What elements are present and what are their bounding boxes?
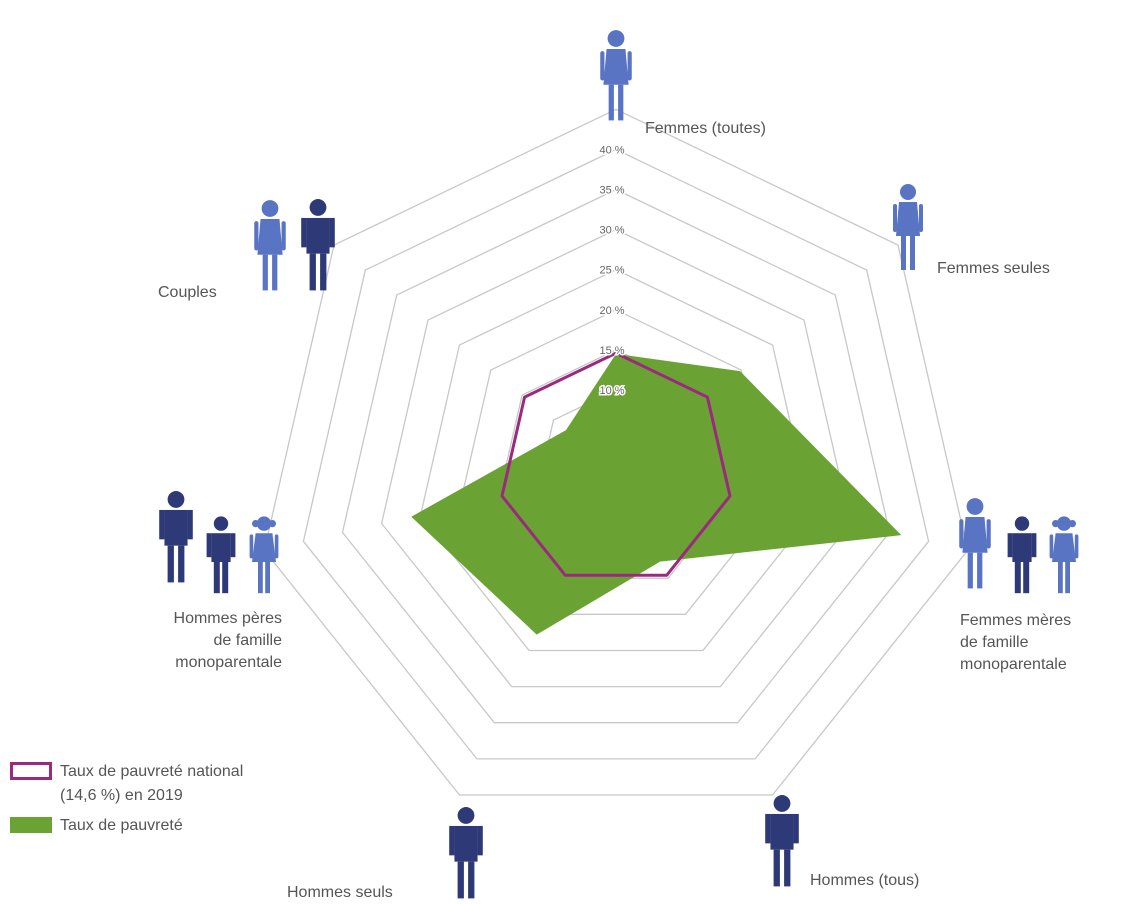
legend-swatch-rate — [10, 817, 52, 833]
man-icon — [301, 199, 335, 291]
axis-label-femmes-seules: Femmes seules — [937, 260, 1050, 277]
grid-ring — [419, 268, 813, 652]
grid-ring — [302, 148, 930, 760]
axis-label-hommes-peres: Hommes pères de famille monoparentale — [173, 610, 282, 671]
tick-label: 25 % — [599, 265, 624, 277]
boy-icon — [206, 516, 236, 594]
woman-icon — [959, 498, 991, 589]
woman-icon — [254, 200, 286, 291]
radar-series — [411, 351, 902, 635]
tick-label: 40 % — [599, 144, 624, 156]
girl-icon — [249, 516, 279, 594]
man-icon — [449, 807, 483, 899]
tick-label: 30 % — [599, 225, 624, 237]
legend-label-national: Taux de pauvreté national (14,6 %) en 20… — [60, 763, 244, 804]
legend-label-rate: Taux de pauvreté — [60, 817, 183, 834]
tick-label: 35 % — [599, 185, 624, 197]
radial-tick-labels: 10 % 15 % 20 % 25 % 30 % 35 % 40 % — [598, 143, 626, 399]
woman-icon — [600, 30, 632, 121]
girl-icon — [1049, 516, 1079, 594]
grid-ring — [380, 228, 852, 688]
axis-label-hommes-tous: Hommes (tous) — [810, 872, 920, 889]
tick-label: 15 % — [599, 345, 624, 357]
woman-icon — [893, 184, 923, 270]
axis-label-couples: Couples — [158, 284, 217, 301]
boy-icon — [1007, 516, 1037, 594]
axis-label-femmes-meres: Femmes mères de famille monoparentale — [960, 612, 1072, 673]
man-icon — [159, 491, 193, 583]
series-poverty-rate — [411, 353, 902, 635]
chart-legend: Taux de pauvreté national (14,6 %) en 20… — [10, 760, 243, 844]
grid-ring — [341, 188, 891, 724]
tick-label: 20 % — [599, 305, 624, 317]
grid-ring — [263, 108, 969, 796]
legend-swatch-national — [10, 762, 52, 780]
axis-label-hommes-seuls: Hommes seuls — [287, 884, 393, 901]
man-icon — [765, 795, 799, 887]
axis-label-femmes-toutes: Femmes (toutes) — [645, 120, 766, 137]
legend-item-national: Taux de pauvreté national (14,6 %) en 20… — [10, 760, 243, 808]
tick-label: 10 % — [599, 385, 624, 397]
legend-item-rate: Taux de pauvreté — [10, 814, 243, 838]
series-national-rate — [500, 351, 732, 577]
